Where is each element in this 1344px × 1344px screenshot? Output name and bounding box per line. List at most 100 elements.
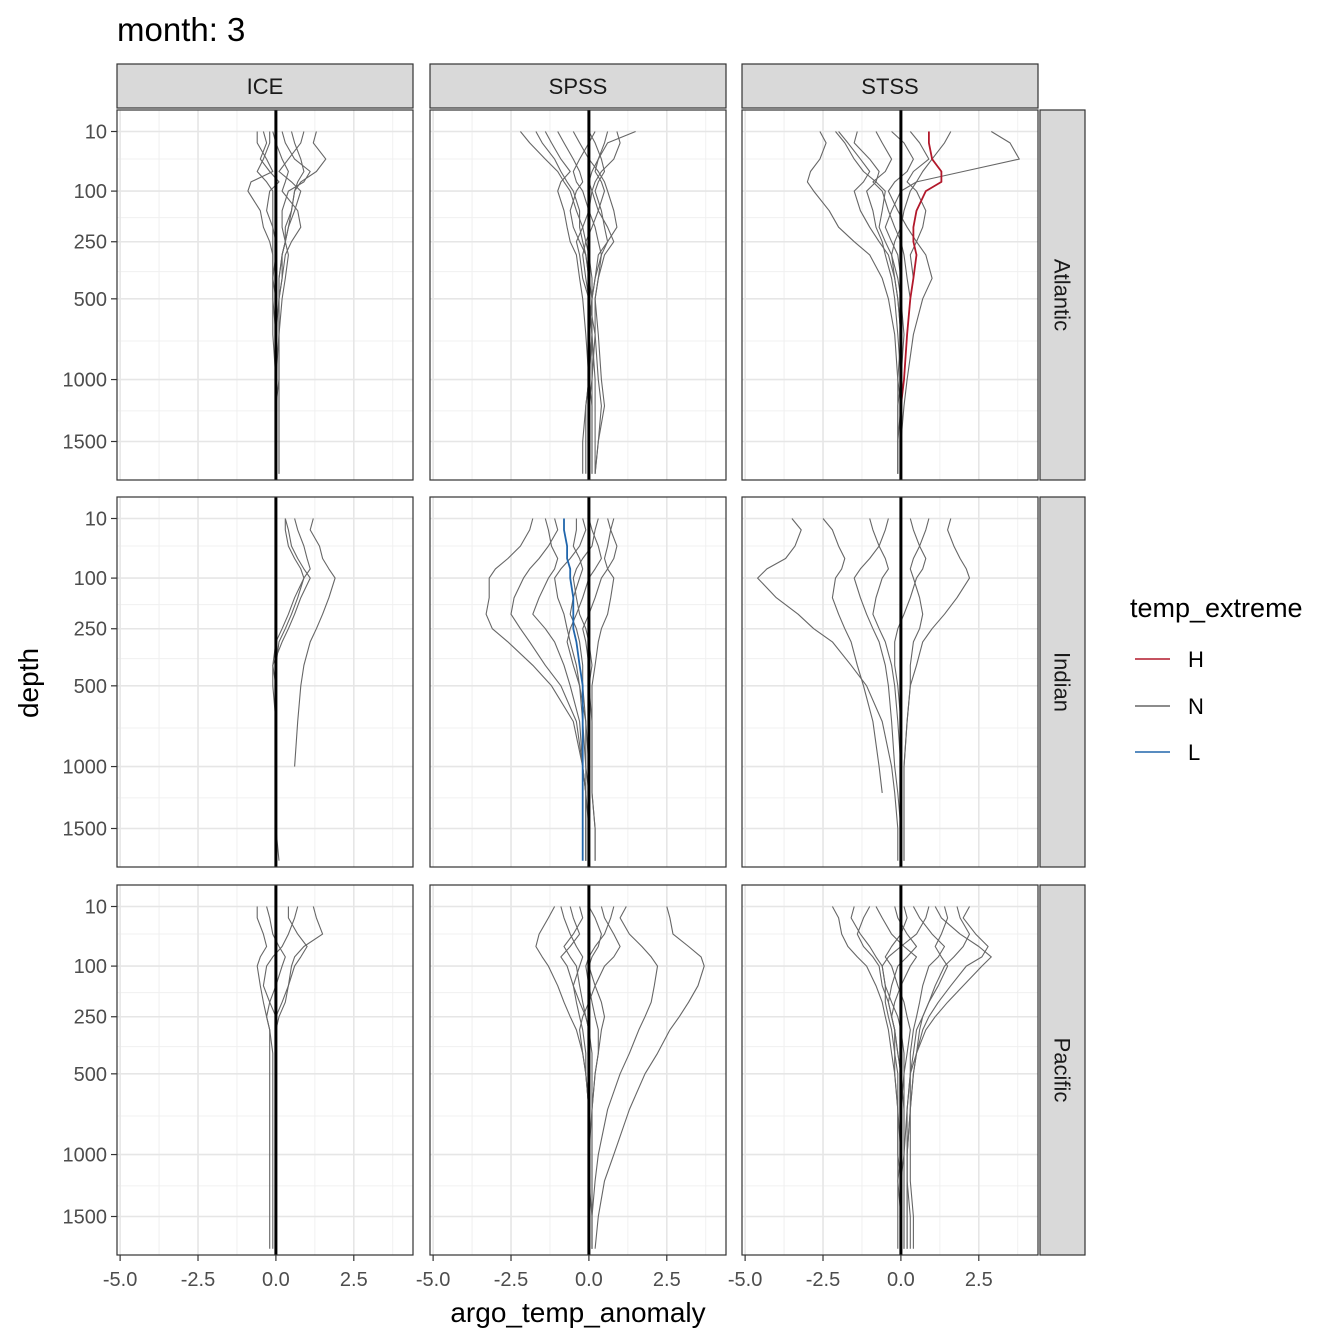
legend-label: N (1188, 694, 1204, 719)
y-tick-label: 250 (74, 619, 107, 641)
profile-line-n (757, 518, 899, 861)
profile-line-n (569, 518, 590, 861)
y-tick-label: 500 (74, 676, 107, 698)
panel-spss-pacific (429, 884, 727, 1256)
y-axis-label: depth (13, 648, 44, 718)
panel-background (430, 885, 726, 1255)
legend: temp_extreme HNL (1130, 593, 1303, 765)
profile-line-n (850, 906, 902, 1249)
x-tick-label: 0.0 (575, 1269, 603, 1291)
panel-border (429, 496, 727, 868)
y-tick-label: 250 (74, 232, 107, 254)
profile-lines (485, 518, 618, 861)
facet-strip-label: Pacific (1050, 1038, 1075, 1103)
panel-background (117, 497, 413, 867)
x-tick-label: -2.5 (181, 1269, 215, 1291)
x-axis-label: argo_temp_anomaly (450, 1297, 705, 1328)
legend-label: L (1188, 740, 1200, 765)
panel-stss-atlantic (741, 109, 1039, 481)
y-tick-label: 1000 (63, 1145, 108, 1167)
legend-title: temp_extreme (1130, 593, 1303, 623)
y-tick-label: 100 (74, 956, 107, 978)
profile-line-n (903, 518, 930, 861)
facet-strip-pacific (1039, 884, 1086, 1256)
facet-strip-stss (741, 63, 1039, 109)
axes: 10 100 250 500 1000 1500 10 100 250 500 1000 1500 10… (63, 122, 993, 1292)
profile-line-n (909, 906, 946, 1249)
facet-strip-label: SPSS (549, 74, 608, 99)
panel-border (429, 884, 727, 1256)
panel-border (429, 109, 727, 481)
profile-line-n (881, 906, 930, 1249)
profile-line-n (588, 130, 636, 474)
panel-border (741, 884, 1039, 1256)
panel-border (116, 496, 414, 868)
facet-strip-atlantic (1039, 109, 1086, 481)
y-tick-label: 1000 (63, 370, 108, 392)
panel-border (116, 884, 414, 1256)
y-tick-label: 250 (74, 1007, 107, 1029)
x-tick-label: -5.0 (416, 1269, 450, 1291)
profile-line-n (582, 131, 609, 474)
profile-line-h (900, 131, 943, 474)
y-tick-label: 10 (85, 509, 107, 531)
y-tick-label: 100 (74, 181, 107, 203)
profile-line-n (566, 518, 602, 861)
panel-ice-indian (116, 496, 414, 868)
panel-border (741, 496, 1039, 868)
y-tick-label: 1500 (63, 819, 108, 841)
facet-strip-ice (116, 63, 414, 109)
facet-strip-label: STSS (861, 74, 918, 99)
profile-line-n (906, 906, 971, 1249)
y-tick-label: 1000 (63, 757, 108, 779)
facet-panels: ICE SPSS STSS Atlantic Indian Pacific (116, 63, 1086, 1256)
panel-border (741, 109, 1039, 481)
panel-background (430, 110, 726, 480)
y-tick-label: 500 (74, 1064, 107, 1086)
panel-border (116, 109, 414, 481)
facet-strip-spss (429, 63, 727, 109)
x-tick-label: 0.0 (262, 1269, 290, 1291)
y-tick-label: 500 (74, 289, 107, 311)
x-tick-label: -5.0 (728, 1269, 762, 1291)
panel-ice-pacific (116, 884, 414, 1256)
x-tick-label: 2.5 (965, 1269, 993, 1291)
profile-line-n (278, 131, 311, 474)
panel-background (742, 110, 1038, 480)
profile-line-n (853, 518, 902, 861)
profile-line-n (884, 131, 1020, 474)
x-tick-label: 0.0 (887, 1269, 915, 1291)
profile-line-n (831, 906, 902, 1249)
x-tick-label: -5.0 (103, 1269, 137, 1291)
panel-background (742, 885, 1038, 1255)
profile-line-n (575, 131, 621, 474)
facet-strip-label: ICE (247, 74, 284, 99)
panel-background (742, 497, 1038, 867)
profile-lines (831, 906, 992, 1249)
panel-spss-atlantic (429, 109, 727, 481)
y-tick-label: 1500 (63, 432, 108, 454)
x-tick-label: -2.5 (494, 1269, 528, 1291)
y-tick-label: 10 (85, 122, 107, 144)
profile-line-n (572, 131, 602, 474)
chart-title: month: 3 (117, 11, 245, 48)
x-tick-label: 2.5 (653, 1269, 681, 1291)
legend-label: H (1188, 647, 1204, 672)
profile-line-n (594, 906, 705, 1249)
profile-line-n (532, 518, 587, 861)
y-tick-label: 10 (85, 897, 107, 919)
facet-strip-label: Indian (1050, 652, 1075, 712)
profile-line-n (591, 906, 659, 1249)
panel-ice-atlantic (116, 109, 414, 481)
x-tick-label: -2.5 (806, 1269, 840, 1291)
profile-line-n (582, 518, 618, 861)
facet-strip-indian (1039, 496, 1086, 868)
y-tick-label: 1500 (63, 1207, 108, 1229)
panel-stss-indian (741, 496, 1039, 868)
profile-line-n (822, 518, 883, 793)
panel-background (117, 885, 413, 1255)
panel-spss-indian (429, 496, 727, 868)
profile-line-n (585, 906, 615, 1249)
profile-line-l (563, 518, 584, 861)
